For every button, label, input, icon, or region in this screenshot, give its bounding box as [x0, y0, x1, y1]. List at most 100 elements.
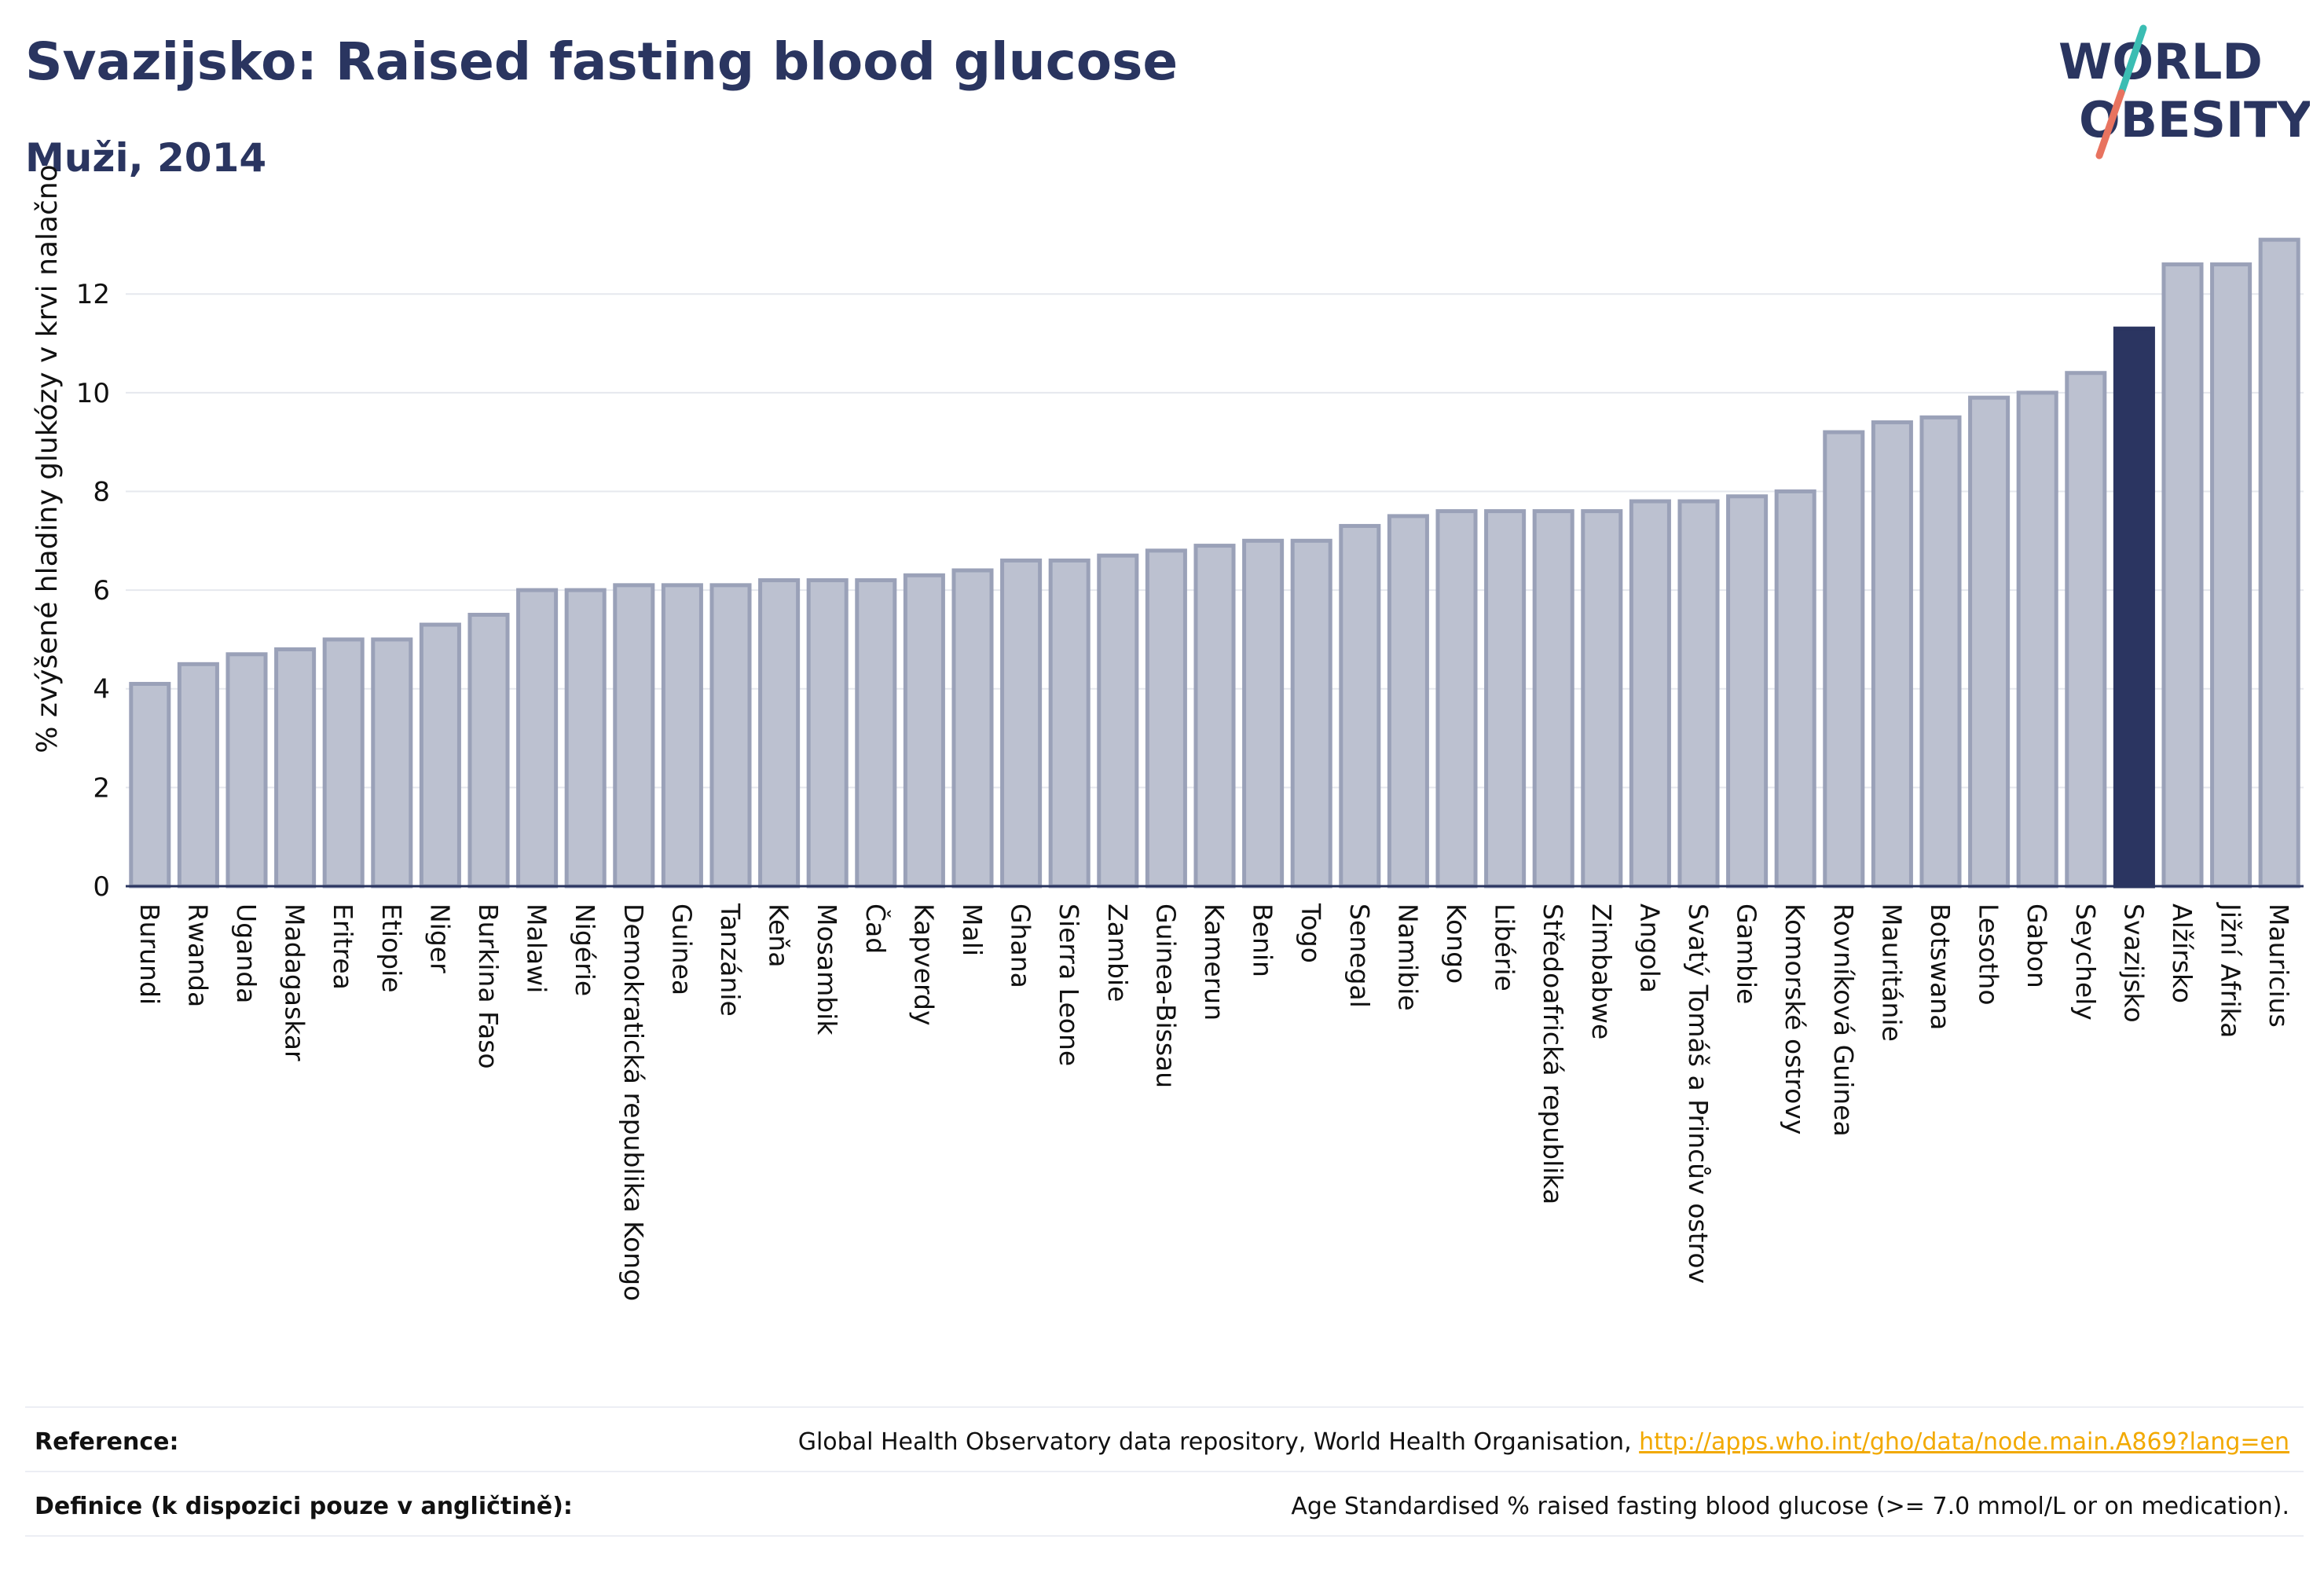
bar-Keňa[interactable]	[758, 578, 801, 889]
bar-Gabon[interactable]	[2016, 390, 2058, 889]
x-tick-label: Mauritánie	[1876, 903, 1907, 1042]
bar-Komorské ostrovy[interactable]	[1774, 489, 1816, 889]
bar-Namibie[interactable]	[1387, 514, 1429, 889]
y-tick-label: 4	[93, 674, 110, 706]
x-tick-label: Guinea	[666, 903, 697, 995]
x-tick-label: Čad	[860, 903, 892, 954]
x-tick-label: Kongo	[1441, 903, 1472, 984]
x-tick-label: Namibie	[1392, 903, 1423, 1011]
x-tick-label: Rwanda	[182, 903, 213, 1007]
x-tick-label: Středoafrická republika	[1538, 903, 1568, 1204]
x-tick-label: Gambie	[1732, 903, 1762, 1004]
bar-Botswana[interactable]	[1919, 415, 1962, 889]
bar-Svatý Tomáš a Princův ostrov[interactable]	[1677, 499, 1720, 889]
bar-Čad[interactable]	[855, 578, 897, 889]
bar-Rwanda[interactable]	[177, 662, 219, 889]
x-tick-label: Keňa	[764, 903, 794, 967]
x-tick-label: Togo	[1296, 903, 1326, 963]
bar-Uganda[interactable]	[225, 652, 268, 889]
x-tick-label: Niger	[424, 903, 455, 973]
bar-Senegal[interactable]	[1339, 523, 1381, 889]
footer-divider-top	[25, 1406, 2304, 1408]
x-tick-label: Gabon	[2022, 903, 2052, 988]
x-tick-label: Malawi	[522, 903, 552, 993]
y-tick-label: 0	[93, 871, 110, 903]
bar-Gambie[interactable]	[1726, 494, 1769, 889]
x-tick-label: Angola	[1634, 903, 1665, 993]
bar-Burundi[interactable]	[129, 681, 171, 889]
bar-Niger[interactable]	[419, 622, 461, 889]
x-tick-label: Benin	[1248, 903, 1278, 977]
x-tick-label: Nigérie	[570, 903, 600, 996]
reference-label: Reference:	[35, 1428, 179, 1456]
bar-Středoafrická republika[interactable]	[1532, 509, 1574, 889]
x-tick-label: Etiopie	[376, 903, 407, 993]
y-tick-label: 6	[93, 575, 110, 607]
world-obesity-logo: WORLD OBESITY	[2058, 24, 2310, 159]
x-tick-label: Guinea-Bissau	[1150, 903, 1181, 1088]
bar-Madagaskar[interactable]	[274, 647, 317, 889]
bar-chart: 0 2 4 6 8 10 12 Burundi Rwanda Uganda Madagaskar E…	[31, 164, 2304, 1301]
bar-Malawi[interactable]	[516, 588, 559, 889]
bar-Demokratická republika Kongo[interactable]	[613, 583, 655, 889]
bar-Guinea[interactable]	[661, 583, 703, 889]
x-tick-label: Alžírsko	[2167, 903, 2198, 1003]
x-tick-label: Zimbabwe	[1586, 903, 1617, 1039]
y-tick-label: 12	[76, 279, 110, 310]
bar-Zambie[interactable]	[1097, 553, 1139, 889]
x-tick-label: Madagaskar	[280, 903, 310, 1061]
chart-title: Svazijsko: Raised fasting blood glucose	[25, 31, 1178, 92]
bar-Sierra Leone[interactable]	[1048, 558, 1091, 889]
bar-Seychely[interactable]	[2065, 371, 2107, 889]
bar-Zimbabwe[interactable]	[1581, 509, 1623, 889]
bar-Kamerun[interactable]	[1193, 544, 1236, 889]
reference-link[interactable]: http://apps.who.int/gho/data/node.main.A…	[1639, 1428, 2289, 1456]
bar-Ghana[interactable]	[1000, 558, 1043, 889]
x-tick-label: Svatý Tomáš a Princův ostrov	[1683, 903, 1714, 1284]
bar-Guinea-Bissau[interactable]	[1145, 548, 1187, 889]
chart-subtitle: Muži, 2014	[25, 135, 267, 181]
bar-Lesotho[interactable]	[1968, 395, 2011, 889]
x-tick-label: Kamerun	[1199, 903, 1230, 1021]
y-tick-label: 2	[93, 772, 110, 804]
logo-slash-teal	[2117, 24, 2147, 97]
x-tick-label: Uganda	[231, 903, 262, 1003]
x-tick-label: Libérie	[1490, 903, 1520, 991]
bar-Alžírsko[interactable]	[2161, 262, 2204, 889]
bar-Tanzánie[interactable]	[709, 583, 752, 889]
x-tick-label: Ghana	[1006, 903, 1036, 988]
bar-Mauricius[interactable]	[2258, 237, 2300, 889]
x-tick-label: Senegal	[1344, 903, 1375, 1008]
bar-Etiopie[interactable]	[371, 637, 413, 889]
bar-Nigérie[interactable]	[564, 588, 607, 889]
x-tick-label: Kapverdy	[908, 903, 939, 1026]
x-tick-label: Sierra Leone	[1054, 903, 1084, 1066]
bar-Mauritánie[interactable]	[1871, 420, 1913, 889]
bar-Kapverdy[interactable]	[903, 573, 945, 889]
bar-Libérie[interactable]	[1484, 509, 1527, 889]
x-tick-label: Tanzánie	[715, 903, 746, 1017]
bar-Svazijsko[interactable]	[2113, 326, 2155, 889]
bar-Angola[interactable]	[1629, 499, 1671, 889]
bar-Togo[interactable]	[1290, 538, 1332, 889]
bar-Mosambik[interactable]	[806, 578, 849, 889]
x-tick-label: Lesotho	[1974, 903, 2004, 1006]
reference-value: Global Health Observatory data repositor…	[798, 1428, 2289, 1456]
bar-Kongo[interactable]	[1435, 509, 1478, 889]
x-tick-label: Botswana	[1925, 903, 1956, 1030]
bar-Benin[interactable]	[1242, 538, 1285, 889]
x-tick-label: Mosambik	[812, 903, 842, 1035]
bar-Mali[interactable]	[951, 568, 994, 889]
x-tick-label: Eritrea	[328, 903, 358, 990]
x-tick-label: Jižní Afrika	[2216, 902, 2246, 1038]
x-tick-label: Burkina Faso	[473, 903, 504, 1069]
y-tick-label: 8	[93, 476, 110, 508]
bar-Burkina Faso[interactable]	[467, 613, 510, 889]
bar-Rovníková Guinea[interactable]	[1823, 430, 1865, 889]
bar-Eritrea[interactable]	[322, 637, 365, 889]
logo-text-world: WORLD	[2058, 33, 2263, 90]
x-tick-label: Demokratická republika Kongo	[618, 903, 649, 1301]
x-axis-ticks: Burundi Rwanda Uganda Madagaskar Eritrea Etio…	[134, 902, 2294, 1301]
bars	[129, 237, 2300, 889]
bar-Jižní Afrika[interactable]	[2210, 262, 2253, 889]
